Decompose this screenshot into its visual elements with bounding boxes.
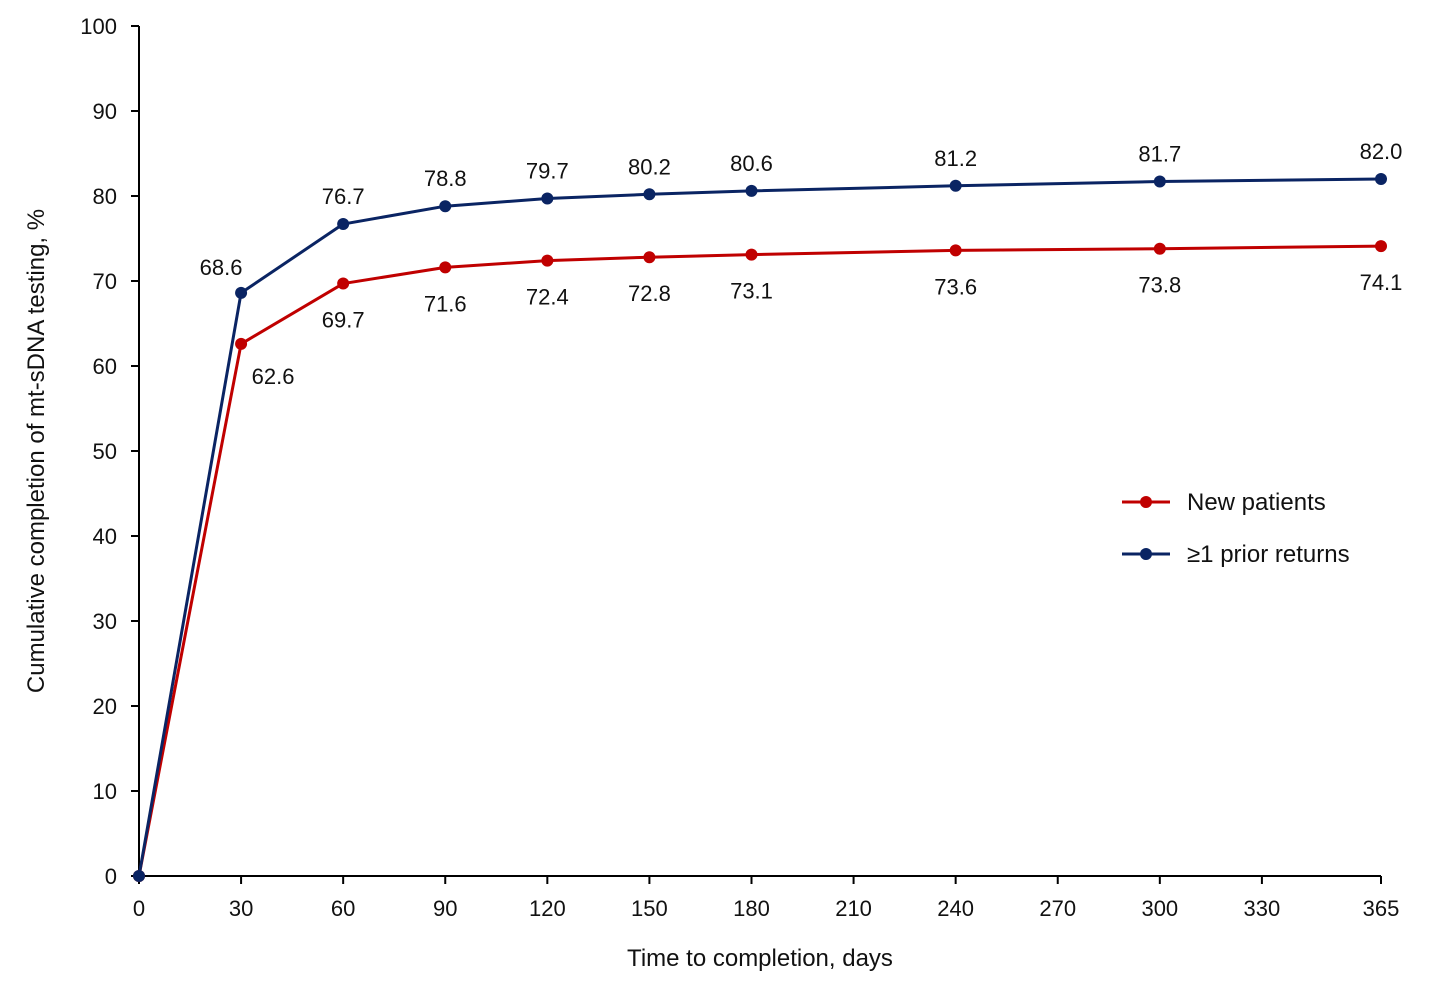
data-point <box>643 251 656 264</box>
legend-label: New patients <box>1187 489 1326 516</box>
y-tick-label: 20 <box>93 694 117 719</box>
y-tick-label: 0 <box>105 864 117 889</box>
y-tick-label: 70 <box>93 269 117 294</box>
x-tick-label: 365 <box>1363 896 1400 921</box>
y-tick-label: 40 <box>93 524 117 549</box>
data-label: 76.7 <box>322 184 365 209</box>
data-labels: 62.6 69.7 71.6 72.4 72.8 73.1 73.6 73.8 74.1 68.6… <box>200 139 1403 389</box>
series-line-0 <box>137 244 1382 877</box>
data-label: 71.6 <box>424 291 467 316</box>
series-line-1 <box>137 177 1382 877</box>
series-layer <box>133 173 1387 882</box>
x-tick-label: 150 <box>631 896 668 921</box>
data-point <box>745 248 758 261</box>
data-point <box>1375 173 1387 185</box>
x-tick-label: 240 <box>937 896 974 921</box>
data-point <box>133 870 145 882</box>
data-label: 69.7 <box>322 308 365 333</box>
y-axis-title: Cumulative completion of mt-sDNA testing… <box>23 209 50 693</box>
x-tick-label: 120 <box>529 896 566 921</box>
y-tick-label: 80 <box>93 184 117 209</box>
data-label: 79.7 <box>526 159 569 184</box>
legend: New patients ≥1 prior returns <box>1122 489 1350 568</box>
data-label: 80.6 <box>730 151 773 176</box>
legend-marker <box>1140 548 1152 560</box>
data-point <box>643 188 656 201</box>
data-point <box>541 254 554 267</box>
y-tick-label: 50 <box>93 439 117 464</box>
x-axis-title: Time to completion, days <box>627 945 893 972</box>
x-tick-label: 0 <box>133 896 145 921</box>
y-tick-label: 30 <box>93 609 117 634</box>
data-label: 68.6 <box>200 255 243 280</box>
data-point <box>745 184 758 197</box>
data-label: 74.1 <box>1360 270 1403 295</box>
data-point <box>1153 175 1166 188</box>
data-label: 73.1 <box>730 279 773 304</box>
data-label: 80.2 <box>628 154 671 179</box>
data-label: 62.6 <box>252 364 295 389</box>
y-tick-label: 100 <box>80 14 117 39</box>
x-tick-label: 300 <box>1141 896 1178 921</box>
x-tick-label: 60 <box>331 896 355 921</box>
data-label: 78.8 <box>424 166 467 191</box>
data-label: 72.4 <box>526 285 569 310</box>
data-label: 82.0 <box>1360 139 1403 164</box>
y-tick-label: 60 <box>93 354 117 379</box>
data-label: 72.8 <box>628 281 671 306</box>
data-label: 73.6 <box>934 274 977 299</box>
data-point <box>1375 240 1387 253</box>
data-point <box>541 192 554 205</box>
data-label: 73.8 <box>1138 273 1181 298</box>
data-point <box>949 244 962 257</box>
data-point <box>1153 242 1166 255</box>
data-point <box>949 179 962 192</box>
x-tick-label: 210 <box>835 896 872 921</box>
data-label: 81.7 <box>1138 142 1181 167</box>
x-tick-label: 270 <box>1039 896 1076 921</box>
x-tick-label: 330 <box>1244 896 1281 921</box>
data-point <box>439 261 452 274</box>
data-point <box>337 277 350 290</box>
y-tick-label: 10 <box>93 779 117 804</box>
x-tick-label: 30 <box>229 896 253 921</box>
data-point <box>235 337 248 350</box>
legend-marker <box>1140 496 1152 508</box>
x-tick-label: 180 <box>733 896 770 921</box>
x-tick-label: 90 <box>433 896 457 921</box>
axes: 0 10 20 30 40 50 60 70 80 90 100 0 30 60 90 120 150 180 21… <box>80 14 1399 921</box>
data-point <box>235 286 248 299</box>
data-point <box>337 218 350 231</box>
data-point <box>439 200 452 213</box>
y-tick-label: 90 <box>93 99 117 124</box>
legend-label: ≥1 prior returns <box>1187 541 1350 568</box>
data-label: 81.2 <box>934 146 977 171</box>
